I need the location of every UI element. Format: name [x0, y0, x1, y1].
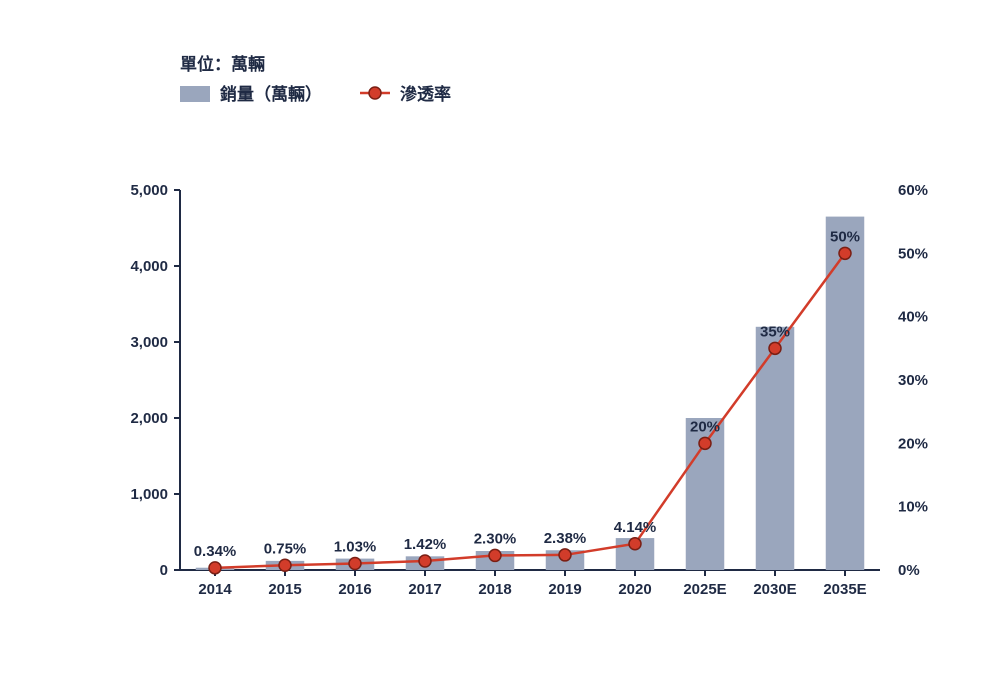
chart-container: 單位：萬輛銷量（萬輛） 滲透率 0 1,000 2,000 3,000 4,000 5,000… [0, 0, 1000, 680]
ytick-left-label: 0 [160, 562, 168, 579]
line-marker [279, 559, 291, 571]
ytick-right-label: 0% [898, 562, 920, 579]
line-data-label: 0.75% [264, 540, 307, 557]
line-data-label: 20% [690, 418, 720, 435]
ytick-right-label: 20% [898, 435, 928, 452]
line-marker [629, 538, 641, 550]
ytick-right-label: 60% [898, 182, 928, 199]
line-data-label: 50% [830, 228, 860, 245]
xtick-label: 2017 [408, 581, 441, 598]
line-data-label: 4.14% [614, 519, 657, 536]
line-data-label: 35% [760, 323, 790, 340]
line-data-label: 0.34% [194, 543, 237, 560]
line-marker [419, 555, 431, 567]
xtick-label: 2020 [618, 581, 651, 598]
xtick-label: 2019 [548, 581, 581, 598]
legend-line-marker [369, 87, 381, 99]
xtick-label: 2025E [683, 581, 726, 598]
ytick-right-label: 30% [898, 372, 928, 389]
line-marker [699, 437, 711, 449]
ytick-left-label: 1,000 [130, 486, 168, 503]
ytick-left-label: 3,000 [130, 334, 168, 351]
line-data-label: 1.03% [334, 538, 377, 555]
xtick-label: 2030E [753, 581, 796, 598]
line-data-label: 1.42% [404, 536, 447, 553]
legend-bar-label: 銷量（萬輛） [220, 84, 322, 104]
line-marker [489, 549, 501, 561]
xtick-label: 2014 [198, 581, 232, 598]
unit-label: 單位：萬輛 [180, 54, 265, 74]
ytick-left-label: 2,000 [130, 410, 168, 427]
ytick-right-label: 10% [898, 499, 928, 516]
line-marker [209, 562, 221, 574]
ytick-left-label: 5,000 [130, 182, 168, 199]
legend-line-label: 滲透率 [400, 84, 451, 104]
line-marker [839, 247, 851, 259]
line-marker [769, 342, 781, 354]
xtick-label: 2018 [478, 581, 511, 598]
combo-chart: 單位：萬輛銷量（萬輛） 滲透率 0 1,000 2,000 3,000 4,000 5,000… [0, 0, 1000, 680]
bar [756, 327, 795, 570]
ytick-right-label: 50% [898, 245, 928, 262]
legend-bar-swatch [180, 86, 210, 102]
xtick-label: 2035E [823, 581, 866, 598]
xtick-label: 2016 [338, 581, 371, 598]
line-data-label: 2.38% [544, 530, 587, 547]
ytick-right-label: 40% [898, 309, 928, 326]
line-data-label: 2.30% [474, 530, 517, 547]
ytick-left-label: 4,000 [130, 258, 168, 275]
line-marker [559, 549, 571, 561]
line-marker [349, 557, 361, 569]
xtick-label: 2015 [268, 581, 301, 598]
